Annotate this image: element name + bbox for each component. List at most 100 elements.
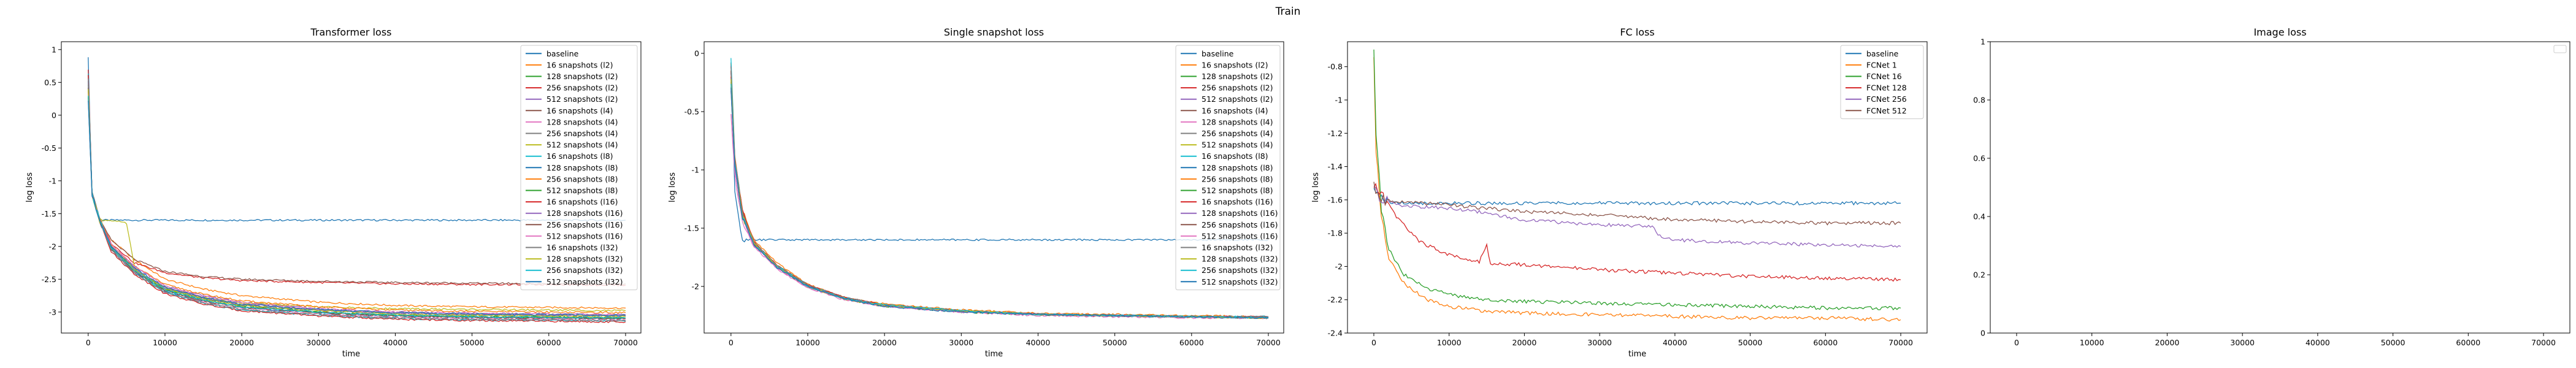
- y-tick-label: -2.4: [1328, 329, 1343, 338]
- legend-frame: [1175, 45, 1281, 291]
- x-tick-label: 40000: [1026, 338, 1051, 347]
- y-tick-label: 0.8: [1973, 96, 1985, 105]
- legend-entry: 16 snapshots (l32): [1202, 243, 1273, 252]
- legend-entry: 256 snapshots (l32): [1202, 266, 1278, 275]
- legend-entry: 256 snapshots (l32): [546, 266, 623, 275]
- legend-entry: 128 snapshots (l4): [1202, 117, 1273, 126]
- series-line: [1373, 188, 1901, 206]
- y-tick-label: -1.4: [1328, 162, 1343, 171]
- series-line: [1373, 182, 1901, 226]
- subplot-title: Transformer loss: [310, 26, 392, 38]
- legend-entry: FCNet 512: [1866, 106, 1907, 115]
- x-tick-label: 70000: [1256, 338, 1281, 347]
- legend-entry: 128 snapshots (l2): [1202, 72, 1273, 81]
- legend-entry: 256 snapshots (l16): [1202, 220, 1278, 229]
- x-tick-label: 0: [2014, 338, 2019, 347]
- legend-entry: 256 snapshots (l16): [546, 220, 623, 229]
- x-tick-label: 20000: [1512, 338, 1537, 347]
- legend-entry: 512 snapshots (l4): [1202, 140, 1273, 150]
- legend-entry: 256 snapshots (l2): [546, 83, 618, 93]
- legend-entry: 128 snapshots (l2): [546, 72, 618, 81]
- y-tick-label: 1: [52, 45, 56, 54]
- series-line: [730, 88, 1269, 319]
- legend-entry: 16 snapshots (l16): [1202, 197, 1273, 207]
- x-tick-label: 10000: [153, 338, 177, 347]
- axes-frame: [1347, 41, 1928, 334]
- legend-entry: 512 snapshots (l2): [1202, 94, 1273, 104]
- subplot-title: Image loss: [2253, 26, 2306, 38]
- legend-entry: FCNet 1: [1866, 60, 1897, 69]
- legend-entry: FCNet 16: [1866, 72, 1902, 81]
- figure-suptitle: Train: [1275, 6, 1301, 18]
- legend-entry: 512 snapshots (l2): [546, 94, 618, 104]
- legend-entry: 256 snapshots (l4): [1202, 129, 1273, 138]
- y-tick-label: -1: [692, 166, 699, 175]
- series-line: [88, 89, 626, 318]
- legend-entry: 512 snapshots (l8): [1202, 186, 1273, 195]
- series-lines: [730, 58, 1269, 320]
- x-tick-label: 30000: [2230, 338, 2255, 347]
- legend-entry: 16 snapshots (l32): [546, 243, 618, 252]
- y-tick-label: -0.5: [684, 107, 699, 117]
- legend-entry: 16 snapshots (l4): [1202, 106, 1268, 115]
- subplot-title: Single snapshot loss: [944, 26, 1044, 38]
- y-axis-label: log loss: [25, 172, 34, 202]
- x-tick-label: 30000: [949, 338, 973, 347]
- x-tick-label: 50000: [1103, 338, 1127, 347]
- series-line: [1373, 57, 1901, 322]
- legend-entry: 512 snapshots (l16): [546, 231, 623, 240]
- x-tick-label: 60000: [1813, 338, 1838, 347]
- y-tick-label: 0.6: [1973, 154, 1985, 163]
- series-line: [88, 91, 626, 314]
- y-tick-label: -2: [692, 282, 699, 291]
- series-lines: [88, 57, 626, 323]
- x-tick-label: 70000: [1888, 338, 1913, 347]
- legend-entry: 128 snapshots (l8): [546, 163, 618, 172]
- x-tick-label: 0: [1371, 338, 1376, 347]
- x-tick-label: 50000: [460, 338, 485, 347]
- x-tick-label: 10000: [2080, 338, 2104, 347]
- x-tick-label: 70000: [2531, 338, 2556, 347]
- y-tick-label: -1: [49, 176, 56, 185]
- legend-entry: FCNet 256: [1866, 94, 1907, 104]
- y-tick-label: 0: [1980, 329, 1985, 338]
- legend-entry: 128 snapshots (l8): [1202, 163, 1273, 172]
- y-tick-label: -1.2: [1328, 129, 1343, 138]
- y-tick-label: -1: [1335, 96, 1343, 105]
- legend: baseline 16 snapshots (l2) 128 snapshots (…: [1175, 45, 1281, 291]
- legend: baseline 16 snapshots (l2) 128 snapshots (…: [520, 45, 638, 291]
- x-tick-label: 60000: [1179, 338, 1204, 347]
- x-axis-label: time: [985, 350, 1003, 359]
- series-line: [88, 88, 626, 320]
- legend-frame: [1840, 45, 1924, 120]
- x-tick-label: 10000: [1437, 338, 1462, 347]
- legend-entry: 128 snapshots (l16): [1202, 209, 1278, 218]
- y-tick-label: 0.2: [1973, 270, 1985, 280]
- legend-entry: 16 snapshots (l16): [546, 197, 618, 207]
- y-tick-label: -1.8: [1328, 229, 1343, 238]
- x-tick-label: 0: [86, 338, 91, 347]
- series-line: [88, 78, 626, 322]
- subplot-3: FC loss 0 10000 20000 30000 40000 50000 60000 70…: [1311, 26, 1928, 359]
- legend-entry: 128 snapshots (l32): [546, 255, 623, 264]
- y-tick-label: -2: [49, 242, 56, 251]
- legend-entry: 512 snapshots (l4): [546, 140, 618, 150]
- y-axis-label: log loss: [668, 172, 677, 202]
- x-tick-label: 30000: [306, 338, 331, 347]
- subplot-title: FC loss: [1620, 26, 1654, 38]
- legend-frame: [520, 45, 638, 291]
- legend-entry: baseline: [1202, 49, 1234, 58]
- series-line: [88, 74, 626, 310]
- legend-entry: 128 snapshots (l32): [1202, 255, 1278, 264]
- y-tick-label: -2: [1335, 262, 1343, 271]
- y-tick-label: -1.6: [1328, 195, 1343, 204]
- legend-entry: FCNet 128: [1866, 83, 1907, 93]
- x-tick-label: 70000: [613, 338, 638, 347]
- legend-entry: 16 snapshots (l2): [1202, 60, 1268, 69]
- legend-entry: 512 snapshots (l32): [1202, 277, 1278, 286]
- legend-entry: baseline: [546, 49, 579, 58]
- series-line: [1373, 49, 1901, 311]
- y-tick-label: 0.4: [1973, 212, 1985, 221]
